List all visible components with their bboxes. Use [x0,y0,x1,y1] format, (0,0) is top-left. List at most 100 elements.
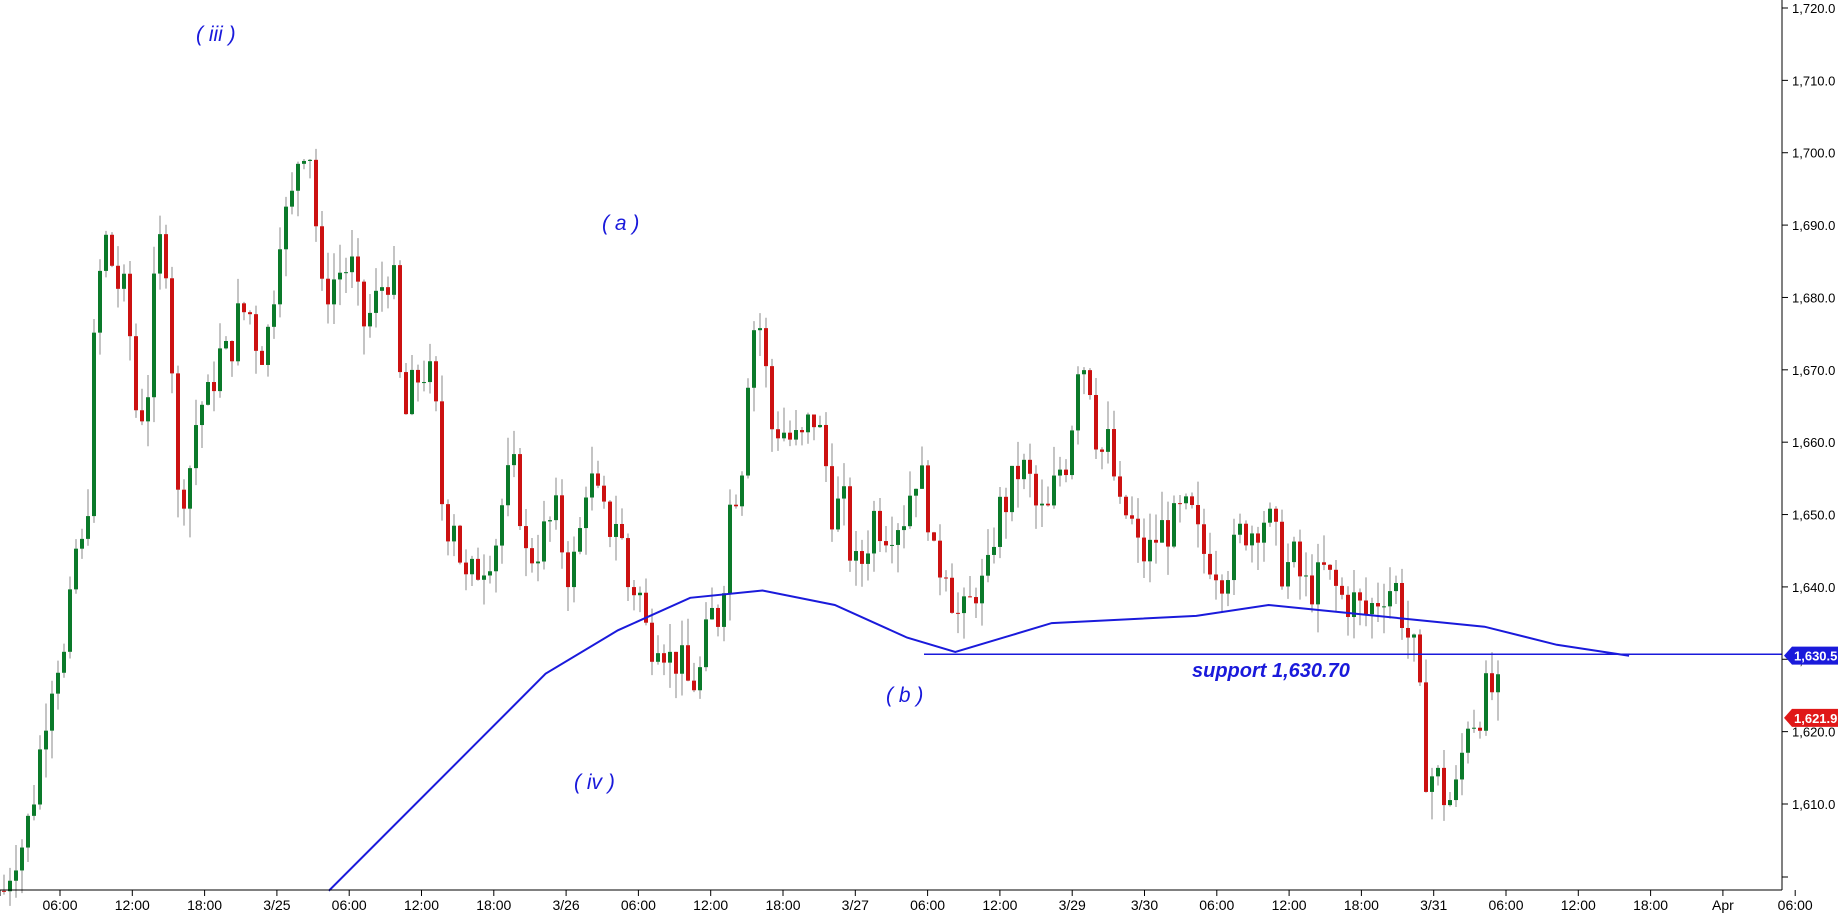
candle-body [536,561,540,564]
candle-body [548,520,552,522]
candle-body [1166,520,1170,547]
candle-body [728,504,732,594]
candle-body [1136,518,1140,538]
x-tick-label: 3/31 [1420,897,1447,913]
candle-body [68,589,72,652]
candle-body [848,486,852,561]
candle-body [986,554,990,576]
candle-body [1256,533,1260,543]
candle-body [266,326,270,365]
candle-body [800,430,804,433]
candle-body [992,546,996,555]
candle-body [890,544,894,546]
candle-body [1346,594,1350,618]
candle-body [1376,603,1380,607]
y-tick-label: 1,620.0 [1792,725,1835,740]
candle-body [242,303,246,313]
candle-body [212,382,216,392]
candle-body [26,815,30,848]
candle-body [1328,564,1332,570]
candle-body [578,528,582,552]
candle-body [320,226,324,279]
candle-body [476,558,480,580]
candle-body [314,159,318,227]
candle-body [326,278,330,305]
candle-body [140,410,144,422]
candle-body [920,465,924,489]
candle-body [1496,674,1500,693]
candle-body [434,361,438,402]
candle-body [104,234,108,271]
candle-body [686,645,690,681]
candle-body [506,465,510,506]
candle-body [908,495,912,527]
candle-body [1394,582,1398,592]
candle-body [1142,537,1146,562]
candle-body [1028,459,1032,474]
candle-body [1238,523,1242,535]
candle-body [128,273,132,337]
candle-body [998,496,1002,547]
candle-body [80,538,84,549]
candle-body [638,592,642,596]
candle-body [98,270,102,333]
x-tick-label: 12:00 [982,897,1017,913]
candle-body [194,425,198,469]
candle-body [866,553,870,564]
candle-body [788,432,792,440]
candle-body [308,159,312,161]
candle-body [20,847,24,871]
candle-body [1388,591,1392,607]
x-tick-label: 3/27 [842,897,869,913]
candle-body [944,577,948,579]
candle-body [170,278,174,374]
candle-body [1280,521,1284,587]
candle-body [200,404,204,426]
candle-body [662,653,666,663]
candle-body [524,526,528,549]
candle-body [650,622,654,662]
candle-body [1424,682,1428,792]
candle-body [1352,592,1356,618]
candle-body [236,303,240,362]
candle-body [632,587,636,596]
candle-body [626,538,630,588]
candle-body [752,330,756,388]
candle-body [806,414,810,433]
candle-body [224,340,228,349]
x-tick-label: 06:00 [1199,897,1234,913]
candle-body [722,593,726,627]
candle-body [134,336,138,411]
x-tick-label: 12:00 [693,897,728,913]
candle-body [1250,533,1254,546]
candle-body [332,279,336,305]
x-tick-label: 18:00 [476,897,511,913]
candle-body [1490,673,1494,693]
x-tick-label: 12:00 [1561,897,1596,913]
candle-body [62,651,66,673]
candle-body [254,314,258,351]
x-tick-label: 06:00 [621,897,656,913]
candle-body [542,521,546,562]
candle-body [362,281,366,327]
candle-body [1400,582,1404,628]
candle-body [374,290,378,313]
candle-body [1448,800,1452,806]
candle-body [110,234,114,266]
candle-body [914,488,918,496]
candle-body [1100,449,1104,452]
candle-body [500,505,504,546]
y-tick-label: 1,700.0 [1792,146,1835,161]
candle-body [188,468,192,509]
candle-body [1172,503,1176,547]
candle-body [1436,767,1440,777]
candle-body [950,577,954,613]
candle-body [218,348,222,392]
candle-body [854,551,858,561]
x-tick-label: Apr [1712,897,1734,913]
x-tick-label: 18:00 [1344,897,1379,913]
candle-body [1130,515,1134,519]
candle-body [50,693,54,731]
candle-body [746,387,750,476]
x-tick-label: 3/26 [552,897,579,913]
